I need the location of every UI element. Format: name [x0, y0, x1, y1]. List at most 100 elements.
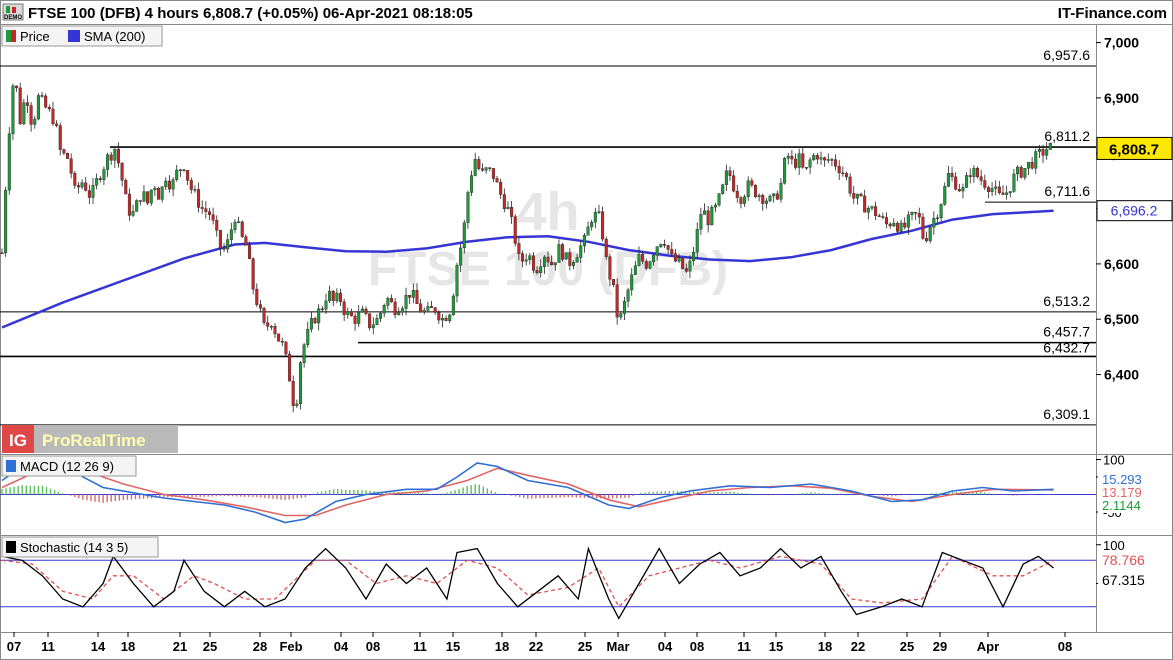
- candle-body: [724, 170, 728, 185]
- candle-body: [852, 193, 856, 199]
- candle-body: [51, 108, 55, 125]
- legend-price[interactable]: Price: [20, 29, 50, 44]
- candle-body: [470, 175, 474, 193]
- candle-body: [491, 168, 495, 179]
- stoch-readout-bg: [1098, 573, 1156, 589]
- candle-body: [306, 328, 310, 345]
- candle-body: [248, 245, 252, 259]
- xtick-label: 25: [203, 639, 217, 654]
- candle-body: [120, 162, 124, 181]
- candle-body: [557, 244, 561, 263]
- candle-body: [1023, 168, 1027, 178]
- candle-body: [521, 253, 525, 262]
- candle-body: [524, 259, 528, 262]
- candle-body: [313, 318, 317, 324]
- candle-body: [389, 298, 393, 303]
- candle-body: [673, 253, 677, 262]
- candle-body: [22, 102, 26, 125]
- watermark-4h: 4h: [516, 182, 579, 242]
- candle-body: [309, 318, 313, 330]
- candle-body: [735, 190, 739, 198]
- candle-body: [255, 288, 259, 305]
- candle-body: [408, 294, 412, 298]
- candle-body: [448, 314, 452, 321]
- price-legend-icon: [6, 30, 11, 42]
- candle-body: [127, 193, 131, 216]
- xtick-label: 08: [690, 639, 704, 654]
- candle-body: [433, 307, 437, 313]
- level-label: 6,457.7: [1043, 324, 1090, 340]
- candle-body: [269, 326, 273, 328]
- macd-readout-bg: [1098, 499, 1156, 513]
- candle-body: [542, 256, 546, 267]
- candle-body: [910, 212, 914, 216]
- stoch-d-line: [1, 555, 1054, 608]
- price-ytick-label: 6,600: [1104, 256, 1139, 272]
- candle-body: [226, 239, 230, 250]
- candle-body: [215, 220, 219, 231]
- candle-body: [622, 300, 626, 314]
- candle-body: [422, 309, 426, 313]
- candle-body: [153, 187, 157, 191]
- legend-sma[interactable]: SMA (200): [84, 29, 145, 44]
- candle-body: [510, 206, 514, 217]
- candle-body: [844, 173, 848, 178]
- macd-readout-bg: [1098, 486, 1156, 500]
- candle-body: [772, 193, 776, 197]
- candle-body: [906, 214, 910, 228]
- candle-body: [739, 197, 743, 204]
- candle-body: [207, 211, 211, 215]
- candle-body: [200, 207, 204, 209]
- macd-readout-bg: [1098, 473, 1156, 487]
- xtick-label: 08: [1058, 639, 1072, 654]
- candle-body: [601, 211, 605, 240]
- candle-body: [131, 211, 135, 216]
- level-label: 6,309.1: [1043, 406, 1090, 422]
- level-label: 6,957.6: [1043, 47, 1090, 63]
- watermark-symbol: FTSE 100 (DFB): [368, 243, 728, 296]
- xtick-label: 18: [121, 639, 135, 654]
- sma-last-badge: [1096, 200, 1173, 222]
- candle-body: [615, 284, 619, 318]
- candle-body: [73, 173, 77, 186]
- candle-body: [717, 193, 721, 206]
- candle-body: [1041, 149, 1045, 156]
- candle-body: [571, 261, 575, 266]
- xtick-label: 25: [578, 639, 592, 654]
- last-price-label: 6,808.7: [1109, 141, 1159, 158]
- candle-body: [783, 158, 787, 184]
- candle-body: [506, 206, 510, 210]
- candle-body: [848, 176, 852, 194]
- candle-body: [218, 230, 222, 249]
- xtick-label: 21: [173, 639, 187, 654]
- candle-body: [877, 215, 881, 217]
- candle-body: [480, 168, 484, 171]
- candle-body: [1019, 166, 1023, 178]
- stoch-title[interactable]: Stochastic (14 3 5): [20, 540, 128, 555]
- candle-body: [178, 169, 182, 171]
- candle-body: [349, 311, 353, 317]
- macd-title[interactable]: MACD (12 26 9): [20, 459, 114, 474]
- candle-body: [957, 189, 961, 192]
- candle-body: [229, 229, 233, 240]
- candle-body: [590, 221, 594, 228]
- price-ytick-label: 6,500: [1104, 311, 1139, 327]
- candle-body: [444, 317, 448, 321]
- candle-body: [939, 204, 943, 219]
- candle-body: [66, 153, 70, 159]
- candle-body: [1030, 162, 1034, 169]
- candle-body: [222, 247, 226, 250]
- candle-body: [612, 279, 616, 285]
- candle-body: [40, 95, 44, 97]
- candle-body: [484, 167, 488, 171]
- candle-body: [703, 210, 707, 215]
- macd-line: [1, 458, 1054, 524]
- candle-body: [888, 223, 892, 227]
- candle-body: [440, 317, 444, 321]
- candle-body: [935, 217, 939, 220]
- candle-body: [968, 175, 972, 177]
- candle-body: [302, 344, 306, 363]
- sma-legend-icon: [68, 30, 80, 42]
